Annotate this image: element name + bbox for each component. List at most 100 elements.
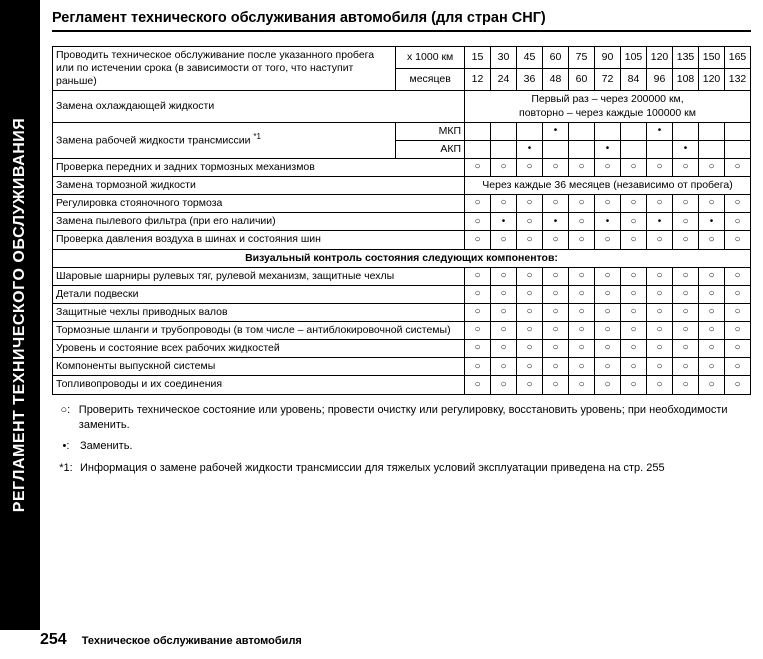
visual-row-mark: ○: [673, 340, 699, 358]
km-col-header: 120: [647, 47, 673, 69]
row-mark: ○: [465, 231, 491, 249]
visual-row-mark: ○: [621, 267, 647, 285]
visual-row-mark: ○: [699, 285, 725, 303]
legend-dot-text: Заменить.: [80, 439, 133, 454]
km-col-header: 45: [517, 47, 543, 69]
row-mark: ○: [673, 213, 699, 231]
row-mark: ○: [647, 195, 673, 213]
visual-row-mark: ○: [725, 358, 751, 376]
row-mark: ○: [725, 195, 751, 213]
row-mark: ○: [517, 213, 543, 231]
km-col-header: 15: [465, 47, 491, 69]
row-mark: ○: [465, 158, 491, 176]
maintenance-table: Проводить техническое обслуживание после…: [52, 46, 751, 395]
row-mark: ○: [699, 195, 725, 213]
visual-row-mark: ○: [491, 376, 517, 394]
row-mark: •: [543, 122, 569, 140]
row-label: Замена тормозной жидкости: [53, 177, 465, 195]
km-unit-label: х 1000 км: [396, 47, 465, 69]
visual-row-mark: ○: [543, 303, 569, 321]
row-mark: •: [647, 213, 673, 231]
row-mark: [491, 140, 517, 158]
row-sublabel: АКП: [396, 140, 465, 158]
row-mark: [517, 122, 543, 140]
km-col-header: 165: [725, 47, 751, 69]
row-label: Замена пылевого фильтра (при его наличии…: [53, 213, 465, 231]
row-mark: [595, 122, 621, 140]
visual-row-mark: ○: [725, 285, 751, 303]
page-title: Регламент технического обслуживания авто…: [52, 10, 751, 32]
legend-circle: ○: Проверить техническое состояние или у…: [52, 403, 751, 434]
month-col-header: 48: [543, 69, 569, 91]
month-col-header: 96: [647, 69, 673, 91]
row-mark: ○: [569, 213, 595, 231]
visual-row-mark: ○: [465, 267, 491, 285]
visual-row-mark: ○: [543, 322, 569, 340]
row-mark: [725, 140, 751, 158]
sidebar-text: РЕГЛАМЕНТ ТЕХНИЧЕСКОГО ОБСЛУЖИВАНИЯ: [11, 118, 29, 513]
row-mark: [621, 122, 647, 140]
row-mark: [673, 122, 699, 140]
visual-section-header: Визуальный контроль состояния следующих …: [53, 249, 751, 267]
row-mark: ○: [569, 231, 595, 249]
row-mark: ○: [569, 195, 595, 213]
visual-row-mark: ○: [595, 322, 621, 340]
visual-row-mark: ○: [725, 376, 751, 394]
visual-row-mark: ○: [699, 376, 725, 394]
row-mark: ○: [491, 158, 517, 176]
month-col-header: 84: [621, 69, 647, 91]
visual-row-mark: ○: [465, 358, 491, 376]
km-col-header: 75: [569, 47, 595, 69]
row-mark: ○: [621, 195, 647, 213]
visual-row-mark: ○: [621, 340, 647, 358]
month-col-header: 60: [569, 69, 595, 91]
km-col-header: 30: [491, 47, 517, 69]
visual-row-mark: ○: [595, 376, 621, 394]
visual-row-mark: ○: [647, 267, 673, 285]
legend-dot: •: Заменить.: [52, 439, 751, 454]
visual-row-mark: ○: [673, 358, 699, 376]
sidebar-vertical-label: РЕГЛАМЕНТ ТЕХНИЧЕСКОГО ОБСЛУЖИВАНИЯ: [0, 0, 40, 630]
visual-row-mark: ○: [491, 358, 517, 376]
visual-row-mark: ○: [595, 340, 621, 358]
legend-dot-sym: •:: [52, 439, 80, 454]
visual-row-mark: ○: [569, 285, 595, 303]
visual-row-mark: ○: [491, 322, 517, 340]
row-mark: ○: [595, 158, 621, 176]
visual-row-mark: ○: [699, 267, 725, 285]
month-col-header: 108: [673, 69, 699, 91]
km-col-header: 150: [699, 47, 725, 69]
row-mark: ○: [569, 158, 595, 176]
row-mark: ○: [517, 158, 543, 176]
visual-row-label: Защитные чехлы приводных валов: [53, 303, 465, 321]
visual-row-mark: ○: [517, 303, 543, 321]
row-mark: [465, 122, 491, 140]
visual-row-label: Шаровые шарниры рулевых тяг, рулевой мех…: [53, 267, 465, 285]
month-col-header: 36: [517, 69, 543, 91]
month-unit-label: месяцев: [396, 69, 465, 91]
row-mark: •: [595, 213, 621, 231]
row-mark: ○: [465, 213, 491, 231]
km-col-header: 60: [543, 47, 569, 69]
row-mark: •: [491, 213, 517, 231]
visual-row-mark: ○: [465, 285, 491, 303]
legend-circle-text: Проверить техническое состояние или уров…: [79, 403, 751, 434]
visual-row-mark: ○: [465, 376, 491, 394]
row-mark: [491, 122, 517, 140]
page-footer: 254 Техническое обслуживание автомобиля: [40, 631, 302, 649]
visual-row-label: Компоненты выпускной системы: [53, 358, 465, 376]
visual-row-mark: ○: [543, 285, 569, 303]
legend-block: ○: Проверить техническое состояние или у…: [52, 403, 751, 477]
row-mark: [647, 140, 673, 158]
row-mark: ○: [699, 158, 725, 176]
visual-row-mark: ○: [725, 303, 751, 321]
visual-row-mark: ○: [725, 340, 751, 358]
row-span-note: Первый раз – через 200000 км, повторно –…: [465, 91, 751, 122]
row-mark: ○: [647, 231, 673, 249]
row-mark: ○: [465, 195, 491, 213]
visual-row-mark: ○: [647, 322, 673, 340]
visual-row-mark: ○: [569, 267, 595, 285]
visual-row-mark: ○: [491, 303, 517, 321]
row-mark: [543, 140, 569, 158]
row-mark: •: [517, 140, 543, 158]
